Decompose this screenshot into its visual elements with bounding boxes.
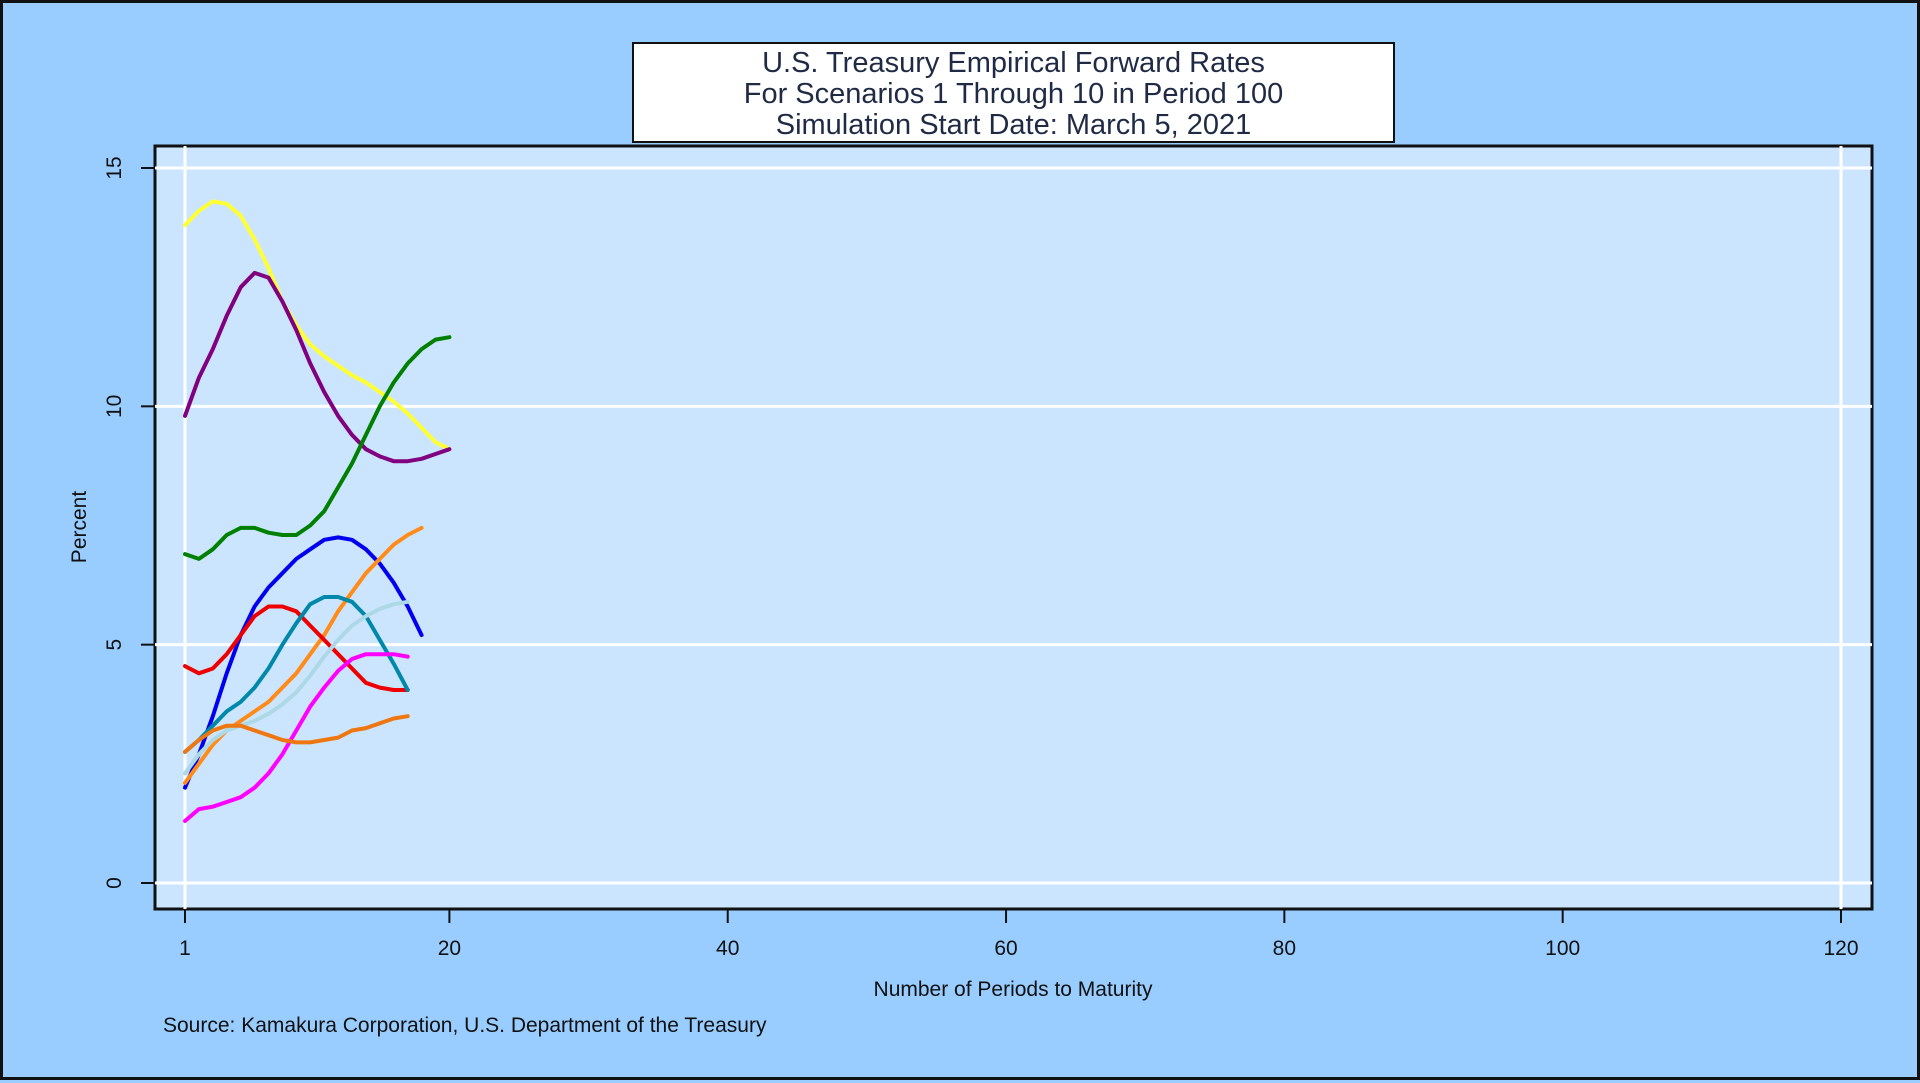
plot-area (153, 144, 1874, 911)
series-line-6 (183, 604, 410, 692)
chart-title-line-3: Simulation Start Date: March 5, 2021 (775, 109, 1252, 141)
chart-title-box: U.S. Treasury Empirical Forward Rates Fo… (632, 42, 1395, 143)
x-tick-label: 80 (1273, 937, 1296, 960)
x-tick-label: 60 (994, 937, 1017, 960)
y-tick-label: 5 (103, 639, 126, 651)
source-note: Source: Kamakura Corporation, U.S. Depar… (163, 1014, 767, 1037)
y-tick-label: 10 (103, 395, 126, 418)
x-tick-label: 1 (179, 937, 191, 960)
x-tick-label: 100 (1545, 937, 1580, 960)
chart-title-line-1: U.S. Treasury Empirical Forward Rates (762, 47, 1265, 79)
x-tick-label: 120 (1823, 937, 1858, 960)
y-tick-label: 15 (103, 156, 126, 179)
chart-title-line-2: For Scenarios 1 Through 10 in Period 100 (743, 78, 1284, 110)
series-line-7 (183, 595, 410, 754)
series-line-1 (183, 199, 452, 452)
x-tick-label: 20 (438, 937, 461, 960)
series-line-2 (183, 270, 452, 464)
series-line-4 (183, 535, 424, 790)
x-axis-title: Number of Periods to Maturity (874, 978, 1153, 1001)
y-axis-title: Percent (68, 491, 91, 564)
series-line-3 (183, 335, 452, 561)
series-lines (183, 199, 452, 823)
series-line-9 (183, 652, 410, 823)
x-tick-label: 40 (716, 937, 739, 960)
series-line-10 (183, 714, 410, 754)
grid-lines (155, 146, 1872, 909)
series-line-8 (183, 599, 410, 776)
y-tick-label: 0 (103, 877, 126, 889)
